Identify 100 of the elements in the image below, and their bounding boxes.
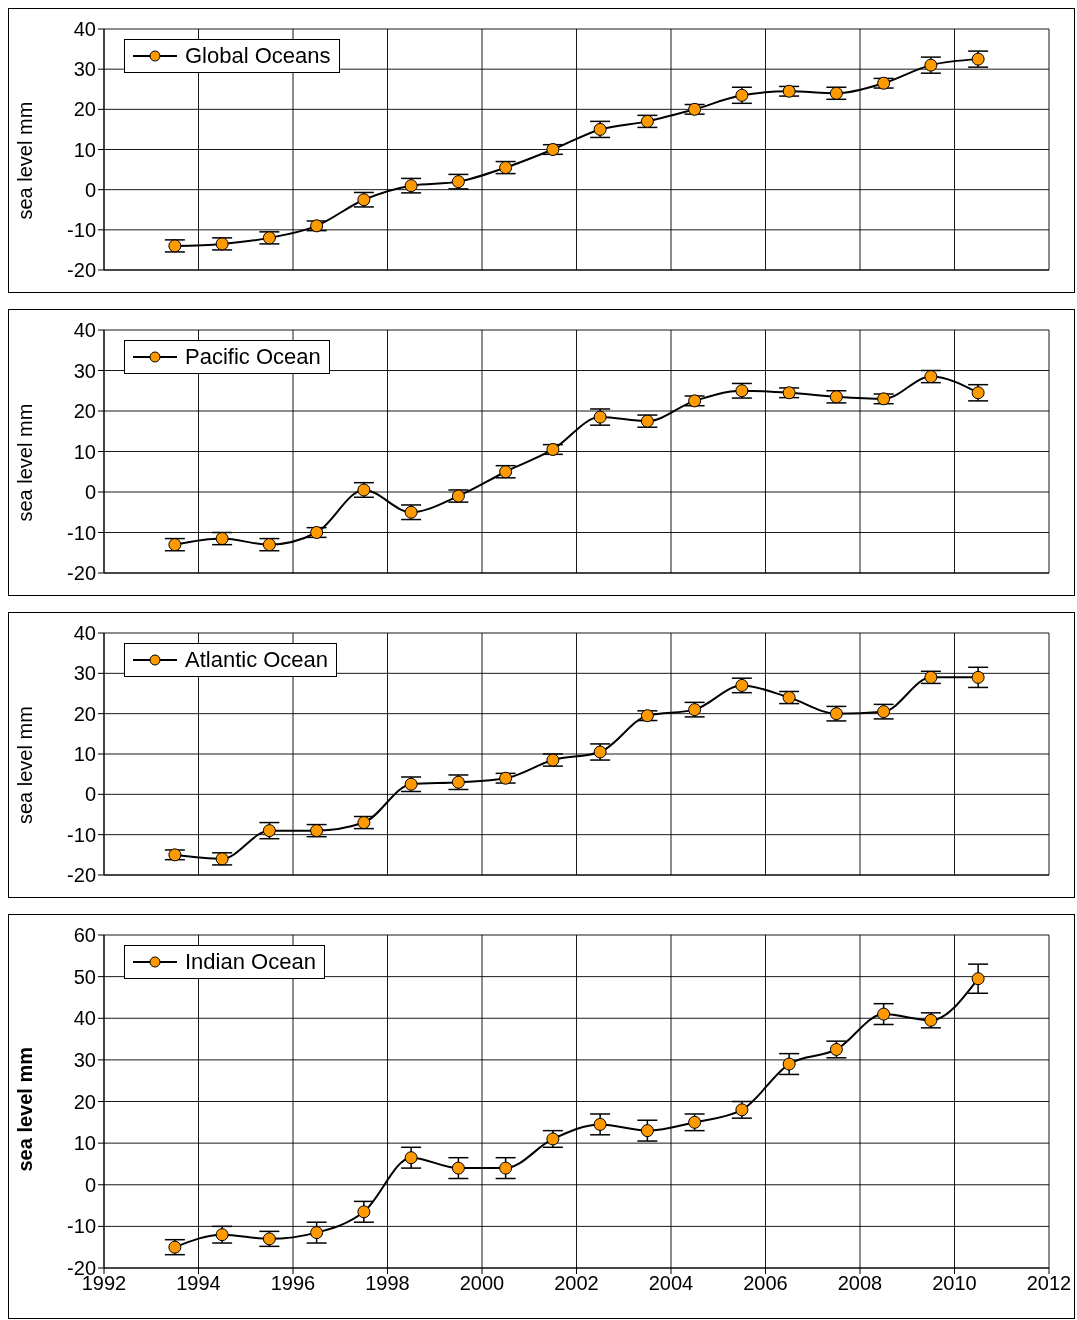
point — [168, 239, 182, 253]
y-axis-title: sea level mm — [14, 1046, 37, 1172]
point — [499, 465, 513, 479]
point — [877, 705, 891, 719]
x-tick-label: 2008 — [837, 1272, 883, 1295]
point — [262, 824, 276, 838]
point — [735, 1103, 749, 1117]
x-tick-label: 2010 — [932, 1272, 977, 1295]
y-tick-label: 0 — [84, 481, 96, 504]
point — [735, 384, 749, 398]
point — [640, 414, 654, 428]
point — [640, 709, 654, 723]
point — [404, 179, 418, 193]
point — [971, 386, 985, 400]
point — [215, 1228, 229, 1242]
point — [593, 122, 607, 136]
y-tick-label: -20 — [67, 259, 96, 282]
y-tick-label: 30 — [73, 1048, 96, 1071]
y-tick-label: 40 — [73, 622, 96, 645]
point — [593, 745, 607, 759]
point — [688, 703, 702, 717]
y-tick-label: -10 — [67, 218, 96, 241]
x-tick-label: 1998 — [365, 1272, 410, 1295]
x-tick-label: 1994 — [176, 1272, 221, 1295]
point — [499, 1161, 513, 1175]
point — [877, 1007, 891, 1021]
y-tick-label: 0 — [84, 178, 96, 201]
y-axis-title: sea level mm — [14, 403, 37, 522]
point — [262, 538, 276, 552]
x-tick-label: 2006 — [743, 1272, 788, 1295]
point — [782, 84, 796, 98]
point — [451, 775, 465, 789]
point — [499, 161, 513, 175]
point — [499, 771, 513, 785]
y-tick-label: 10 — [73, 440, 96, 463]
point — [593, 410, 607, 424]
point — [310, 1226, 324, 1240]
x-tick-label: 2000 — [459, 1272, 505, 1295]
point — [357, 816, 371, 830]
point — [215, 532, 229, 546]
y-tick-label: 0 — [84, 1173, 96, 1196]
point — [357, 1205, 371, 1219]
point — [215, 852, 229, 866]
point — [640, 114, 654, 128]
y-tick-label: 20 — [73, 702, 96, 725]
y-tick-label: 10 — [73, 743, 96, 766]
point — [262, 1232, 276, 1246]
y-tick-label: 40 — [73, 1007, 96, 1030]
point — [971, 52, 985, 66]
point — [829, 86, 843, 100]
y-axis-title: sea level mm — [14, 101, 37, 220]
point — [735, 678, 749, 692]
point — [640, 1124, 654, 1138]
point — [451, 175, 465, 189]
y-tick-label: 30 — [73, 662, 96, 685]
point — [262, 231, 276, 245]
point — [688, 394, 702, 408]
y-tick-label: 40 — [73, 319, 96, 342]
legend-label: Pacific Ocean — [184, 344, 321, 370]
y-tick-label: 60 — [73, 924, 96, 947]
point — [546, 753, 560, 767]
legend-label: Atlantic Ocean — [184, 647, 329, 673]
y-tick-label: 50 — [73, 965, 96, 988]
legend-label: Global Oceans — [184, 43, 331, 69]
point — [357, 483, 371, 497]
point — [924, 670, 938, 684]
point — [735, 88, 749, 102]
y-tick-label: 0 — [84, 783, 96, 806]
y-tick-label: 10 — [73, 138, 96, 161]
point — [357, 193, 371, 207]
point — [451, 1161, 465, 1175]
x-tick-label: 2002 — [554, 1272, 599, 1295]
point — [829, 390, 843, 404]
point — [829, 1042, 843, 1056]
point — [782, 386, 796, 400]
point — [688, 1115, 702, 1129]
y-tick-label: -10 — [67, 521, 96, 544]
point — [924, 1013, 938, 1027]
point — [310, 824, 324, 838]
point — [877, 392, 891, 406]
point — [688, 102, 702, 116]
y-tick-label: -20 — [67, 864, 96, 887]
point — [782, 1057, 796, 1071]
x-tick-label: 1996 — [270, 1272, 316, 1295]
point — [593, 1117, 607, 1131]
y-tick-label: 20 — [73, 400, 96, 423]
y-tick-label: 40 — [73, 18, 96, 41]
x-tick-label: 2012 — [1026, 1272, 1072, 1295]
point — [546, 442, 560, 456]
point — [782, 691, 796, 705]
point — [404, 505, 418, 519]
y-axis-title: sea level mm — [14, 706, 37, 824]
point — [924, 58, 938, 72]
point — [877, 76, 891, 90]
y-tick-label: -20 — [67, 562, 96, 585]
point — [829, 707, 843, 721]
point — [310, 219, 324, 233]
point — [215, 237, 229, 251]
y-tick-label: 20 — [73, 1090, 96, 1113]
y-tick-label: 20 — [73, 98, 96, 121]
